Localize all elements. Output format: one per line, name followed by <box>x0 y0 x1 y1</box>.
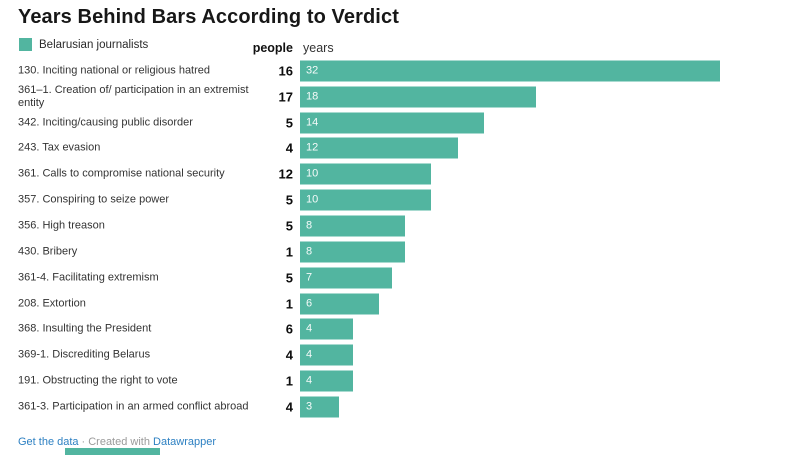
year-bar[interactable]: 3 <box>300 396 340 418</box>
get-the-data-link[interactable]: Get the data <box>18 436 79 448</box>
bar-value-label: 12 <box>306 141 319 154</box>
bar-value-label: 4 <box>306 374 313 387</box>
people-value: 4 <box>285 140 293 156</box>
table-row: 361-4. Facilitating extremism 5 7 <box>0 265 800 291</box>
category-label: 356. High treason <box>18 219 105 232</box>
bar-value-label: 6 <box>306 297 313 310</box>
people-value: 1 <box>285 373 293 389</box>
datawrapper-link[interactable]: Datawrapper <box>153 436 217 448</box>
people-value: 5 <box>285 115 293 131</box>
bar-value-label: 18 <box>306 90 319 103</box>
year-bar[interactable]: 10 <box>300 163 432 185</box>
year-bar[interactable]: 18 <box>300 86 537 108</box>
bar-value-label: 10 <box>306 193 319 206</box>
year-bar[interactable]: 6 <box>300 293 379 315</box>
footer-credit-text: Created with <box>88 436 150 448</box>
people-value: 5 <box>285 270 293 286</box>
year-bar[interactable]: 4 <box>300 344 353 366</box>
table-row: 191. Obstructing the right to vote 1 4 <box>0 368 800 394</box>
column-header-people: people <box>252 41 293 55</box>
table-row: 361-3. Participation in an armed conflic… <box>0 394 800 420</box>
table-row: 130. Inciting national or religious hatr… <box>0 58 800 84</box>
category-label: 368. Insulting the President <box>18 322 152 335</box>
year-bar[interactable]: 12 <box>300 137 458 159</box>
bar-value-label: 14 <box>306 116 319 129</box>
category-label: 191. Obstructing the right to vote <box>18 374 178 387</box>
category-label: 357. Conspiring to seize power <box>18 193 170 206</box>
legend-label: Belarusian journalists <box>39 38 149 51</box>
year-bar[interactable]: 7 <box>300 267 392 289</box>
category-label: 342. Inciting/causing public disorder <box>18 116 193 129</box>
bar-value-label: 10 <box>306 167 319 180</box>
people-value: 4 <box>285 347 293 363</box>
people-value: 4 <box>285 399 293 415</box>
bar-value-label: 7 <box>306 271 313 284</box>
bar-value-label: 8 <box>306 219 313 232</box>
year-bar[interactable]: 10 <box>300 189 432 211</box>
legend: Belarusian journalists <box>19 38 148 51</box>
table-row: 356. High treason 5 8 <box>0 213 800 239</box>
people-value: 17 <box>278 89 293 105</box>
people-value: 5 <box>285 192 293 208</box>
footer: Get the data · Created with Datawrapper <box>18 436 216 448</box>
category-label: 361–1. Creation of/ participation in an … <box>18 83 249 109</box>
chart-title: Years Behind Bars According to Verdict <box>18 6 399 28</box>
footer-separator: · <box>81 436 86 448</box>
table-row: 357. Conspiring to seize power 5 10 <box>0 187 800 213</box>
category-label: 243. Tax evasion <box>18 141 101 154</box>
people-value: 6 <box>285 321 293 337</box>
people-value: 1 <box>285 244 293 260</box>
year-bar[interactable]: 8 <box>300 215 405 237</box>
people-value: 5 <box>285 218 293 234</box>
year-bar[interactable]: 4 <box>300 370 353 392</box>
bar-value-label: 4 <box>306 348 313 361</box>
table-row: 243. Tax evasion 4 12 <box>0 136 800 162</box>
category-label: 430. Bribery <box>18 245 78 258</box>
bottom-teal-strip <box>65 448 160 455</box>
category-label: 130. Inciting national or religious hatr… <box>18 64 211 77</box>
table-row: 208. Extortion 1 6 <box>0 291 800 317</box>
bar-value-label: 8 <box>306 245 313 258</box>
table-row: 368. Insulting the President 6 4 <box>0 316 800 342</box>
category-label: 369-1. Discrediting Belarus <box>18 348 151 361</box>
category-label: 208. Extortion <box>18 296 86 309</box>
column-header-years: years <box>303 41 334 55</box>
table-row: 361–1. Creation of/ participation in an … <box>0 84 800 110</box>
bar-value-label: 32 <box>306 64 319 77</box>
bar-chart: 130. Inciting national or religious hatr… <box>0 58 800 420</box>
legend-swatch-icon <box>19 38 32 51</box>
people-value: 1 <box>285 296 293 312</box>
category-label: 361. Calls to compromise national securi… <box>18 167 225 180</box>
bar-value-label: 3 <box>306 400 313 413</box>
table-row: 369-1. Discrediting Belarus 4 4 <box>0 342 800 368</box>
year-bar[interactable]: 32 <box>300 60 720 82</box>
bar-value-label: 4 <box>306 322 313 335</box>
category-label: 361-4. Facilitating extremism <box>18 271 159 284</box>
people-value: 12 <box>278 166 293 182</box>
table-row: 361. Calls to compromise national securi… <box>0 161 800 187</box>
table-row: 430. Bribery 1 8 <box>0 239 800 265</box>
table-row: 342. Inciting/causing public disorder 5 14 <box>0 110 800 136</box>
year-bar[interactable]: 8 <box>300 241 405 263</box>
column-headers: people years <box>0 41 800 56</box>
people-value: 16 <box>278 63 293 79</box>
category-label: 361-3. Participation in an armed conflic… <box>18 400 249 413</box>
year-bar[interactable]: 14 <box>300 112 484 134</box>
year-bar[interactable]: 4 <box>300 318 353 340</box>
